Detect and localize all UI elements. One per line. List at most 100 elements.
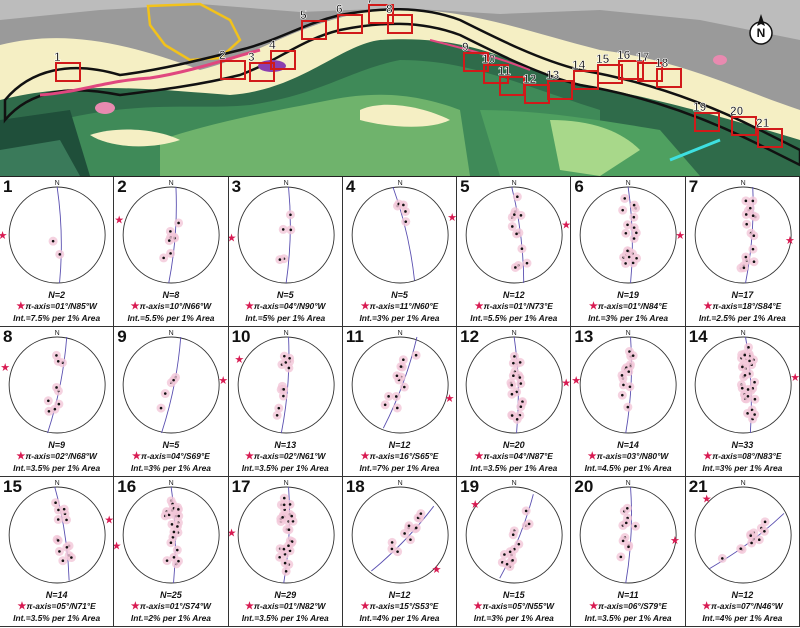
site-box-label: 17 [636, 50, 650, 64]
pi-axis-star-icon: ★ [474, 301, 484, 312]
pi-axis-star-icon: ★ [16, 301, 26, 312]
pole-point [283, 552, 286, 556]
site-box-label: 8 [386, 2, 393, 16]
pi-axis-value: π-axis=01°/N73°E [483, 301, 553, 311]
contour-interval: Int.=2% per 1% Area [130, 613, 211, 623]
pole-point [47, 409, 51, 413]
pole-point [751, 214, 755, 218]
pole-point [623, 197, 627, 200]
primitive-circle [580, 486, 678, 584]
sample-count: N=29 [274, 590, 297, 600]
sample-count: N=13 [274, 440, 297, 450]
north-tick-label: N [55, 330, 60, 337]
sample-count: N=12 [388, 440, 411, 450]
north-tick-label: N [283, 330, 288, 337]
pole-point [287, 366, 290, 370]
pole-point [632, 354, 635, 357]
contour-interval: Int.=4.5% per 1% Area [584, 463, 672, 473]
north-tick-label: N [397, 180, 402, 187]
pole-point [172, 556, 176, 559]
pi-axis-star-icon: ★ [588, 301, 598, 312]
map-svg: 123456789101112131415161718192021 N [0, 0, 800, 176]
pole-point [747, 359, 751, 363]
stereonet-plot: N ★ 11 N=12 ★π-axis=16°/S65°E Int.=7% per 1% … [342, 327, 458, 477]
pole-point [287, 528, 290, 531]
north-tick-label: N [169, 180, 174, 187]
stereonet-plot: N ★ 1 N=2 ★π-axis=01°/N85°W Int.=7.5% per 1% … [0, 177, 115, 327]
pole-point [177, 514, 181, 518]
pi-axis-star: ★ [234, 353, 244, 366]
pole-point [288, 503, 291, 506]
site-box [301, 20, 327, 40]
pole-point [54, 501, 57, 505]
pole-point [394, 395, 398, 398]
pole-point [290, 540, 293, 543]
pi-axis-line: ★π-axis=10°/N66°W [114, 301, 227, 312]
pole-point [752, 380, 756, 384]
stereonet-plot: N ★ 8 N=9 ★π-axis=02°/N68°W Int.=3.5% per 1% … [0, 327, 115, 477]
pi-axis-value: π-axis=01°/N82°W [253, 601, 326, 611]
pi-axis-line: ★π-axis=04°/N90°W [229, 301, 342, 312]
pole-point [518, 376, 522, 379]
stereonet-svg: N★ [465, 180, 571, 284]
primitive-circle [694, 486, 792, 584]
pi-axis-line: ★π-axis=03°/N80°W [571, 451, 684, 462]
great-circle [54, 486, 70, 581]
contour-interval: Int.=4% per 1% Area [702, 613, 783, 623]
pole-point [519, 382, 523, 385]
sample-count: N=15 [502, 590, 525, 600]
pink-patch [95, 102, 115, 114]
site-box-label: 4 [269, 38, 276, 52]
pole-point [403, 532, 406, 535]
primitive-circle [122, 186, 220, 284]
site-box-label: 19 [693, 100, 707, 114]
pi-axis-star-icon: ★ [702, 601, 712, 612]
stereonet-svg: N★ [0, 180, 106, 284]
pi-axis-value: π-axis=02°/N68°W [25, 451, 97, 461]
pi-axis-star-icon: ★ [244, 601, 254, 612]
stereonet-plot: N ★ 21 N=12 ★π-axis=07°/N46°W Int.=4% per 1% … [685, 477, 800, 627]
stereonet-plot: N ★ 12 N=20 ★π-axis=04°/N87°E Int.=3.5% per 1… [457, 327, 572, 477]
site-box-label: 3 [248, 50, 255, 64]
pi-axis-value: π-axis=06°/S79°E [598, 601, 667, 611]
pole-point [169, 230, 172, 233]
primitive-circle [465, 486, 563, 584]
great-circle [392, 186, 415, 281]
pole-point [757, 538, 761, 541]
pole-point [633, 203, 636, 207]
pole-point [56, 539, 60, 542]
primitive-circle [122, 486, 220, 584]
pi-axis-line: ★π-axis=11°/N60°E [343, 301, 456, 312]
pole-point [624, 262, 628, 265]
stereonet-svg: N★ [572, 330, 678, 434]
site-box-label: 21 [756, 116, 770, 130]
pi-axis-star: ★ [702, 493, 712, 506]
pole-point [511, 225, 514, 228]
pi-axis-value: π-axis=05°/N55°W [482, 601, 555, 611]
pole-point [512, 361, 515, 365]
stereonet-svg: N★ [351, 480, 449, 584]
pole-point [510, 392, 514, 396]
pi-axis-star-icon: ★ [360, 601, 370, 612]
stereonet-plot: N ★ 9 N=5 ★π-axis=04°/S69°E Int.=3% per 1% Ar… [114, 327, 229, 477]
pole-point [525, 261, 529, 265]
pi-axis-star-icon: ★ [703, 451, 713, 462]
plot-number: 7 [688, 177, 699, 196]
pi-axis-value: π-axis=04°/N87°E [483, 451, 553, 461]
great-circle [625, 486, 633, 584]
pi-axis-value: π-axis=15°/S53°E [369, 601, 439, 611]
pole-point [281, 388, 285, 391]
pole-point [625, 521, 628, 525]
stereonet-svg: N★ [229, 180, 335, 284]
north-arrow-label: N [757, 26, 766, 40]
contour-interval: Int.=3% per 1% Area [588, 313, 669, 323]
pole-point [621, 393, 625, 397]
pole-point [282, 496, 286, 500]
plot-number: 1 [3, 177, 13, 196]
site-box [220, 60, 246, 80]
pole-point [517, 542, 521, 546]
contour-interval: Int.=4% per 1% Area [359, 613, 440, 623]
pole-point [763, 520, 767, 524]
pi-axis-star: ★ [470, 498, 480, 511]
north-tick-label: N [512, 180, 517, 187]
